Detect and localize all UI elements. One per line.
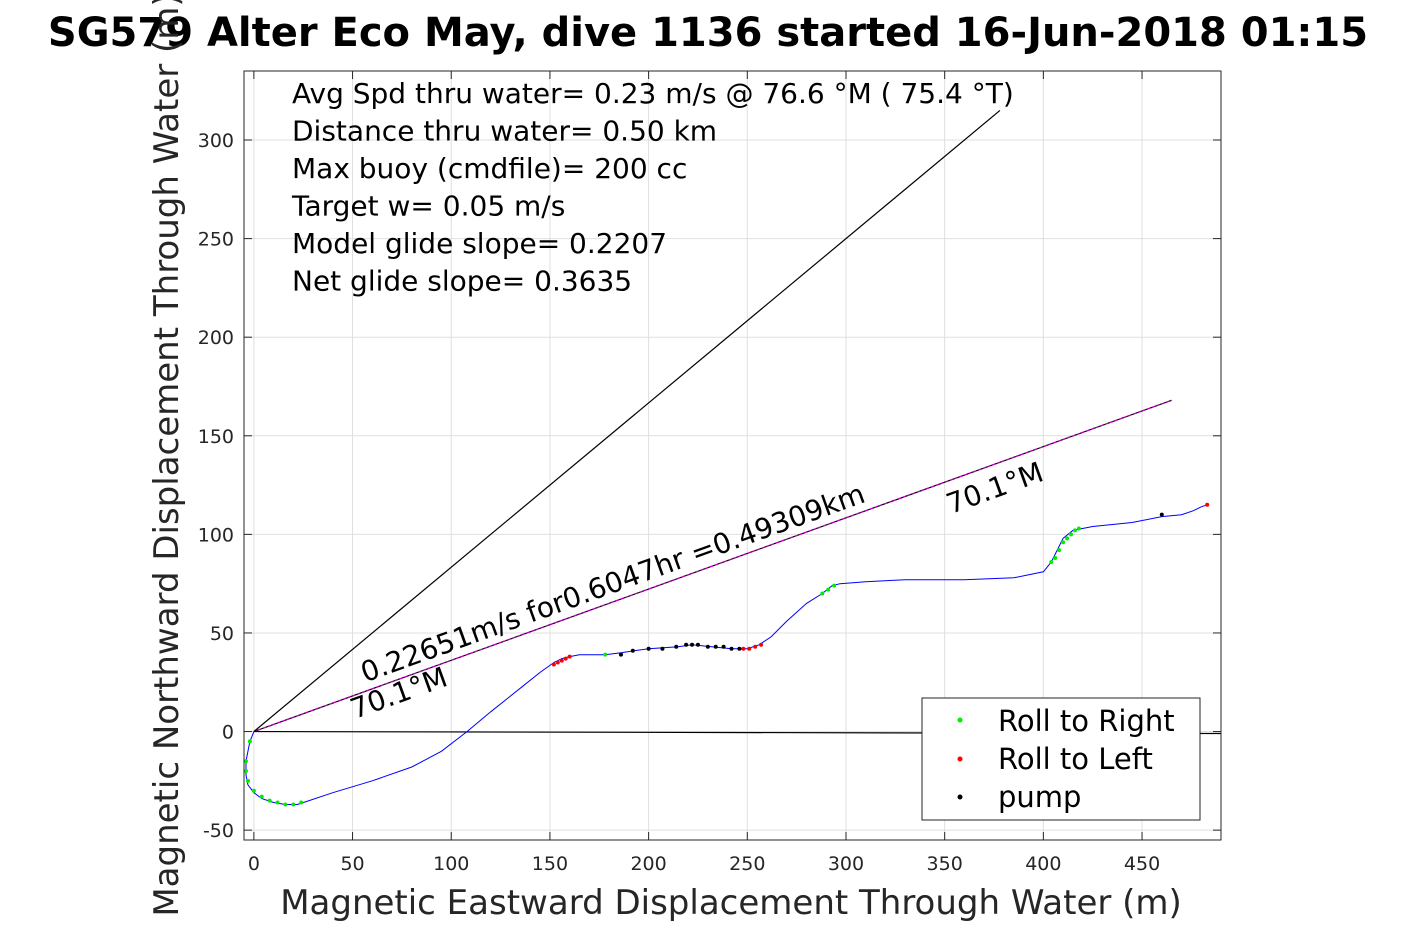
point-pump <box>684 642 689 647</box>
point-pump <box>737 646 742 651</box>
y-tick-label: 0 <box>222 722 234 744</box>
point-pump <box>721 644 726 649</box>
point-pump <box>660 646 665 651</box>
x-tick-label: 100 <box>433 853 469 875</box>
info-line: Avg Spd thru water= 0.23 m/s @ 76.6 °M (… <box>292 77 1014 110</box>
x-tick-label: 250 <box>729 853 765 875</box>
info-line: Target w= 0.05 m/s <box>291 190 565 223</box>
point-roll-to-right <box>1057 548 1062 553</box>
point-roll-to-right <box>832 583 837 588</box>
point-roll-to-left <box>567 654 572 659</box>
point-roll-to-left <box>555 660 560 665</box>
info-line: Net glide slope= 0.3635 <box>292 265 632 298</box>
x-tick-label: 0 <box>248 853 260 875</box>
y-tick-label: 50 <box>210 623 234 645</box>
point-roll-to-right <box>275 800 280 805</box>
x-tick-label: 350 <box>927 853 963 875</box>
point-roll-to-right <box>1061 540 1066 545</box>
y-tick-label: -50 <box>203 820 234 842</box>
point-pump <box>695 642 700 647</box>
info-line: Distance thru water= 0.50 km <box>292 115 717 148</box>
point-roll-to-right <box>1053 556 1058 561</box>
x-tick-label: 50 <box>340 853 364 875</box>
point-pump <box>646 646 651 651</box>
point-pump <box>630 648 635 653</box>
info-text-block: Avg Spd thru water= 0.23 m/s @ 76.6 °M (… <box>291 77 1014 298</box>
point-pump <box>705 644 710 649</box>
point-roll-to-right <box>1072 528 1077 533</box>
plot-frame <box>243 70 1222 841</box>
marker-layer <box>243 502 1210 807</box>
y-tick-label: 100 <box>198 524 234 546</box>
point-roll-to-right <box>1076 526 1081 531</box>
legend-marker-pump <box>957 794 963 800</box>
point-roll-to-right <box>259 794 264 799</box>
point-pump <box>729 646 734 651</box>
point-roll-to-left <box>559 658 564 663</box>
x-tick-label: 450 <box>1124 853 1160 875</box>
point-roll-to-left <box>747 646 752 651</box>
legend-label-roll-left: Roll to Left <box>998 742 1153 776</box>
info-line: Max buoy (cmdfile)= 200 cc <box>292 152 687 185</box>
legend: Roll to Right Roll to Left pump <box>921 697 1201 821</box>
point-roll-to-left <box>1205 502 1210 507</box>
point-roll-to-right <box>299 800 304 805</box>
y-tick-label: 150 <box>198 426 234 448</box>
legend-marker-roll-left <box>957 756 963 762</box>
point-pump <box>690 642 695 647</box>
point-roll-to-right <box>247 739 252 744</box>
point-roll-to-right <box>243 768 248 773</box>
legend-box <box>921 697 1201 821</box>
reference-line-heading-70-1-magenta <box>253 399 1172 733</box>
legend-label-pump: pump <box>998 780 1081 814</box>
point-roll-to-right <box>291 802 296 807</box>
point-pump <box>674 644 679 649</box>
y-axis-label: Magnetic Northward Displacement Through … <box>147 0 187 917</box>
y-tick-label: 200 <box>198 327 234 349</box>
point-roll-to-left <box>563 656 568 661</box>
point-roll-to-right <box>603 652 608 657</box>
point-roll-to-left <box>741 646 746 651</box>
point-roll-to-left <box>551 662 556 667</box>
point-roll-to-right <box>1068 532 1073 537</box>
point-roll-to-right <box>820 591 825 596</box>
legend-marker-roll-right <box>957 717 963 723</box>
point-roll-to-right <box>1049 559 1054 564</box>
x-tick-label: 400 <box>1025 853 1061 875</box>
point-pump <box>618 652 623 657</box>
x-axis-ticks: 0 50 100 150 200 250 300 350 400 450 <box>248 71 1160 875</box>
chart-title: SG579 Alter Eco May, dive 1136 started 1… <box>48 10 1368 56</box>
reference-line-heading-48 <box>253 109 1001 733</box>
y-tick-label: 250 <box>198 229 234 251</box>
x-axis-label: Magnetic Eastward Displacement Through W… <box>280 883 1182 923</box>
x-tick-label: 200 <box>630 853 666 875</box>
point-roll-to-right <box>251 788 256 793</box>
point-roll-to-right <box>1065 536 1070 541</box>
point-pump <box>713 644 718 649</box>
point-pump <box>1159 512 1164 517</box>
point-roll-to-right <box>245 778 250 783</box>
y-axis-ticks: -50 0 50 100 150 200 250 300 <box>198 130 1221 842</box>
info-line: Model glide slope= 0.2207 <box>292 227 667 260</box>
point-roll-to-right <box>267 798 272 803</box>
x-tick-label: 150 <box>532 853 568 875</box>
point-roll-to-right <box>243 759 248 764</box>
point-roll-to-left <box>759 642 764 647</box>
point-roll-to-left <box>753 644 758 649</box>
y-tick-label: 300 <box>198 130 234 152</box>
reference-lines <box>253 109 1222 735</box>
point-roll-to-right <box>826 587 831 592</box>
x-tick-label: 300 <box>828 853 864 875</box>
legend-label-roll-right: Roll to Right <box>998 704 1175 738</box>
point-roll-to-right <box>283 802 288 807</box>
